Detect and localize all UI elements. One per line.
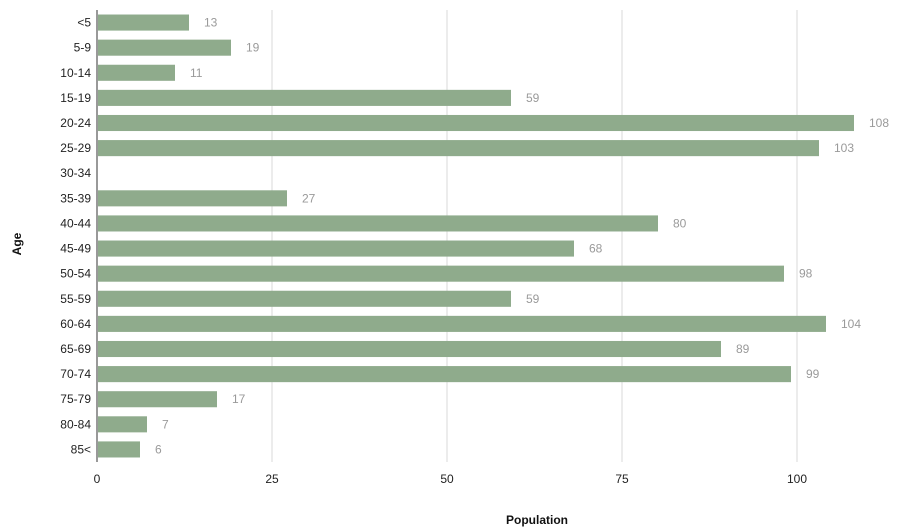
y-tick-label: 45-49 (60, 242, 91, 256)
y-tick-label: 80-84 (60, 417, 91, 431)
grid (271, 10, 798, 462)
bar (98, 366, 791, 383)
y-tick-label: 55-59 (60, 292, 91, 306)
y-tick-label: 75-79 (60, 392, 91, 406)
y-tick-label: 85< (71, 442, 91, 456)
bar (98, 190, 287, 207)
data-label: 59 (526, 91, 540, 105)
bar (98, 391, 217, 408)
bar (98, 215, 658, 232)
data-label: 108 (869, 116, 889, 130)
bar (98, 114, 854, 132)
data-label: 27 (302, 191, 316, 205)
bar (98, 290, 511, 307)
bar (98, 416, 147, 433)
data-label: 6 (155, 442, 162, 456)
bar (98, 140, 819, 157)
data-label: 80 (673, 216, 687, 230)
bar (98, 265, 784, 282)
data-label: 98 (799, 267, 813, 281)
x-tick-label: 75 (615, 472, 629, 486)
y-tick-label: <5 (77, 16, 91, 30)
y-tick-label: 70-74 (60, 367, 91, 381)
y-tick-label: 10-14 (60, 66, 91, 80)
y-tick-label: 25-29 (60, 141, 91, 155)
bars (98, 14, 854, 458)
x-tick-label: 0 (94, 472, 101, 486)
x-tick-label: 25 (265, 472, 279, 486)
x-tick-label: 100 (787, 472, 807, 486)
y-axis-title: Age (10, 232, 24, 255)
bar (98, 39, 231, 56)
axes: 0 25 50 75 100 <5 5-9 10-14 15-19 20-24 25-29 30-34… (60, 10, 807, 486)
y-tick-label: 5-9 (74, 41, 92, 55)
y-tick-label: 20-24 (60, 116, 91, 130)
bar (98, 340, 721, 358)
data-label: 7 (162, 417, 169, 431)
data-label: 99 (806, 367, 820, 381)
data-label: 103 (834, 141, 854, 155)
y-tick-label: 50-54 (60, 267, 91, 281)
y-tick-label: 60-64 (60, 317, 91, 331)
data-label: 17 (232, 392, 246, 406)
data-label: 13 (204, 16, 218, 30)
data-label: 104 (841, 317, 861, 331)
bar (98, 240, 574, 257)
y-tick-label: 65-69 (60, 342, 91, 356)
y-tick-label: 35-39 (60, 191, 91, 205)
bar (98, 89, 511, 106)
data-label: 68 (589, 242, 603, 256)
data-label: 19 (246, 41, 260, 55)
data-label: 11 (190, 66, 203, 80)
data-label: 59 (526, 292, 540, 306)
bar (98, 64, 175, 81)
value-labels: 13 19 11 59 108 103 27 80 68 98 59 104 89 99 17 76 (155, 16, 889, 457)
bar (98, 14, 189, 31)
data-label: 89 (736, 342, 750, 356)
bar (98, 441, 140, 458)
y-tick-label: 40-44 (60, 216, 91, 230)
y-tick-label: 30-34 (60, 166, 91, 180)
x-tick-label: 50 (440, 472, 454, 486)
x-axis-title: Population (506, 513, 568, 527)
y-tick-label: 15-19 (60, 91, 91, 105)
bar (98, 315, 826, 332)
